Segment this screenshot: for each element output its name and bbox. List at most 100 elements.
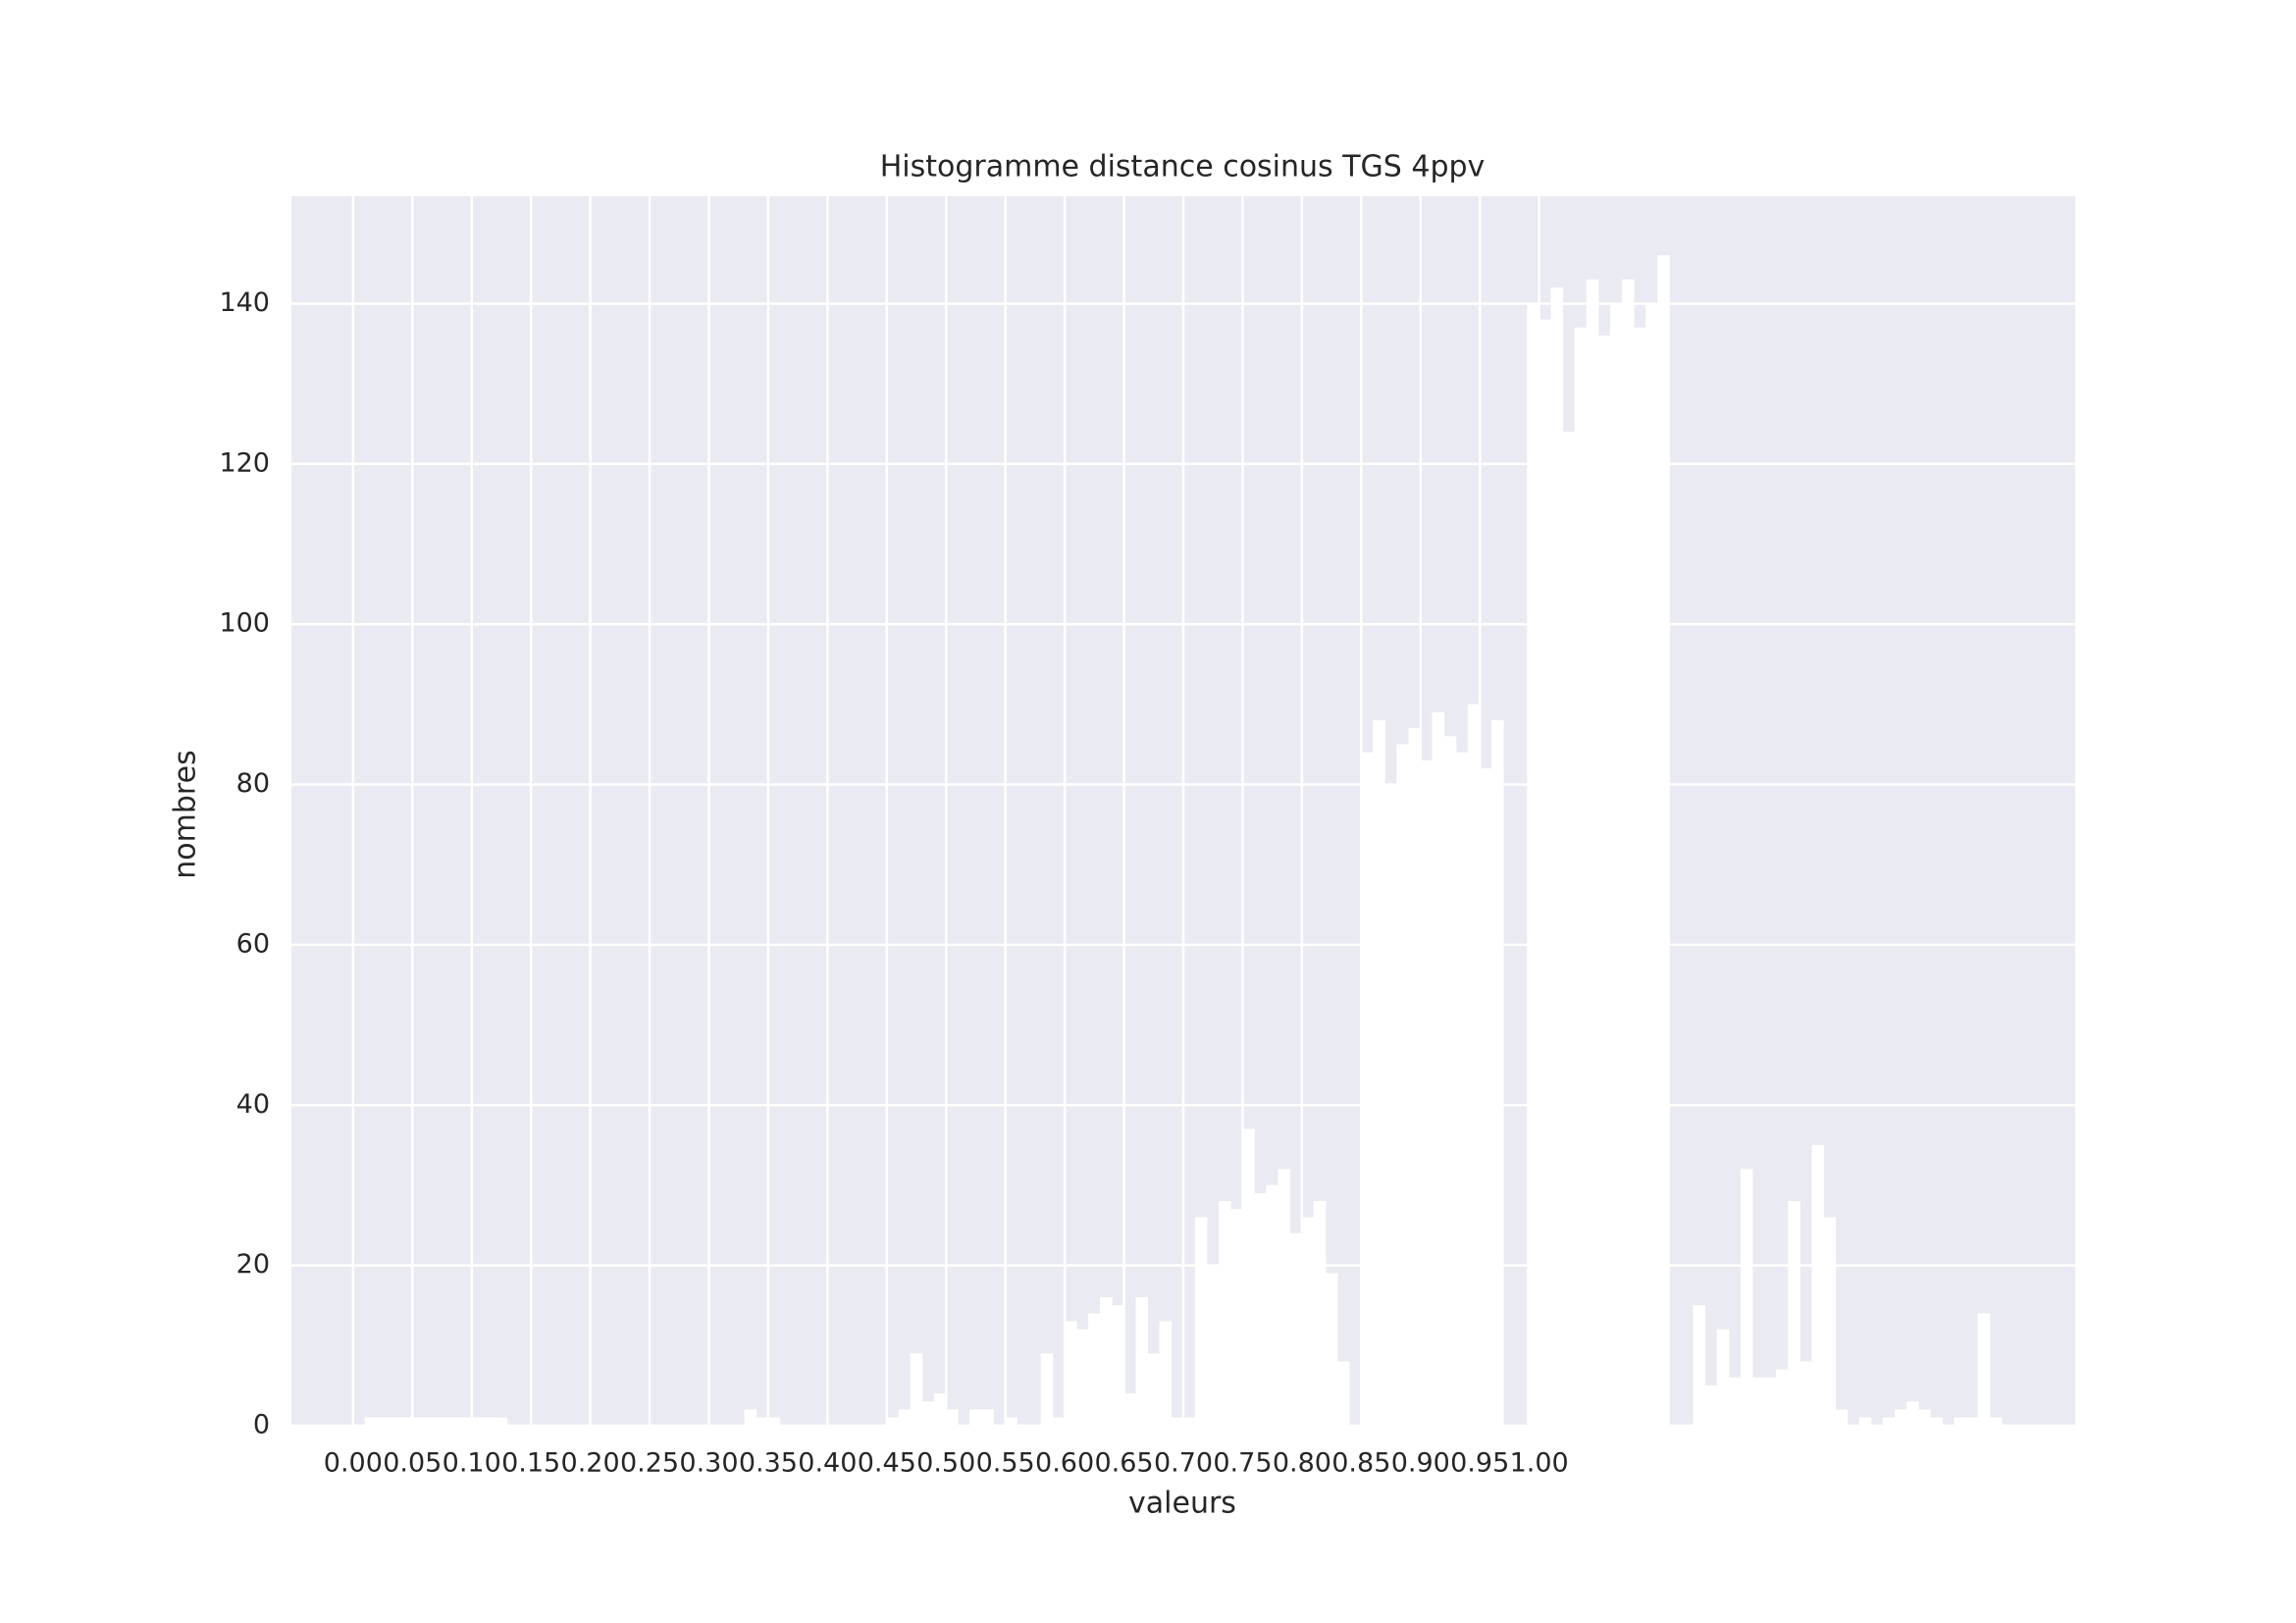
y-tick-label: 120 — [219, 447, 270, 478]
bar — [1467, 704, 1481, 1427]
bar — [471, 1417, 485, 1427]
bar — [1123, 1393, 1136, 1427]
bar — [376, 1417, 390, 1427]
bar — [1135, 1297, 1148, 1427]
x-tick-label: 0.50 — [916, 1448, 975, 1479]
bar — [1539, 319, 1551, 1427]
x-axis-label: valeurs — [1128, 1487, 1236, 1521]
bar — [1586, 279, 1599, 1427]
y-tick-label: 40 — [236, 1089, 270, 1120]
x-tick-label: 0.25 — [620, 1448, 679, 1479]
x-tick-label: 0.05 — [383, 1448, 442, 1479]
bar — [1301, 1217, 1315, 1427]
bar — [1693, 1305, 1706, 1427]
y-tick-label: 20 — [236, 1249, 270, 1280]
x-tick-label: 0.85 — [1331, 1448, 1390, 1479]
bar — [921, 1401, 935, 1427]
bar — [1182, 1417, 1196, 1427]
bar — [1965, 1417, 1979, 1427]
bar — [1645, 303, 1658, 1427]
bar — [364, 1417, 378, 1427]
bar — [459, 1417, 472, 1427]
bar — [756, 1417, 769, 1427]
bar — [1325, 1273, 1338, 1427]
bar — [1704, 1385, 1718, 1427]
bar — [1455, 752, 1469, 1427]
bar — [1751, 1377, 1765, 1427]
x-tick-label: 0.95 — [1450, 1448, 1509, 1479]
bar — [1313, 1201, 1327, 1427]
bar — [1384, 784, 1397, 1427]
bar — [1906, 1401, 1919, 1427]
bar — [1527, 303, 1539, 1427]
x-tick-label: 0.20 — [561, 1448, 620, 1479]
bar — [1361, 752, 1374, 1427]
x-tick-label: 0.90 — [1391, 1448, 1450, 1479]
bar — [1954, 1417, 1967, 1427]
y-tick-label: 80 — [236, 768, 270, 799]
bar — [399, 1417, 413, 1427]
x-tick-label: 0.00 — [324, 1448, 383, 1479]
bar — [1621, 279, 1635, 1427]
bar — [1194, 1217, 1208, 1427]
bar — [1064, 1321, 1077, 1427]
bar — [1254, 1192, 1267, 1427]
bar — [744, 1409, 757, 1427]
bar — [1562, 431, 1576, 1427]
bar — [1206, 1265, 1220, 1427]
bar — [1716, 1329, 1730, 1427]
bar — [1835, 1409, 1849, 1427]
bar — [1811, 1144, 1824, 1427]
bar — [1597, 335, 1611, 1427]
bar — [1491, 719, 1504, 1427]
bar — [412, 1417, 425, 1427]
bar — [1443, 736, 1457, 1427]
bar — [886, 1417, 900, 1427]
x-tick-label: 0.60 — [1035, 1448, 1094, 1479]
bar — [933, 1393, 947, 1427]
bar — [1278, 1169, 1291, 1427]
x-tick-label: 0.65 — [1094, 1448, 1153, 1479]
bar — [910, 1353, 923, 1427]
bar — [1550, 287, 1564, 1427]
x-tick-label: 0.70 — [1154, 1448, 1213, 1479]
bar — [1574, 327, 1588, 1427]
x-tick-label: 0.40 — [798, 1448, 857, 1479]
x-tick-label: 0.30 — [679, 1448, 738, 1479]
bar — [1336, 1361, 1350, 1427]
bar — [1800, 1361, 1812, 1427]
bar — [1634, 327, 1646, 1427]
bar — [424, 1417, 437, 1427]
x-tick-label: 0.75 — [1213, 1448, 1272, 1479]
y-tick-label: 140 — [219, 288, 270, 318]
bar — [1408, 728, 1422, 1427]
chart-title: Histogramme distance cosinus TGS 4ppv — [880, 150, 1486, 184]
bar — [1432, 711, 1445, 1427]
bar — [1289, 1232, 1303, 1427]
x-tick-label: 0.35 — [739, 1448, 798, 1479]
bar — [1479, 767, 1492, 1427]
bar — [1040, 1353, 1054, 1427]
bar — [981, 1409, 994, 1427]
bar — [495, 1417, 508, 1427]
bar — [1112, 1305, 1124, 1427]
bar — [1788, 1201, 1800, 1427]
bar — [1075, 1329, 1089, 1427]
bar — [767, 1417, 781, 1427]
bar — [898, 1409, 912, 1427]
bar — [1171, 1417, 1184, 1427]
bar — [1088, 1313, 1101, 1427]
y-tick-label: 100 — [219, 608, 270, 639]
bar — [1989, 1417, 2003, 1427]
bar — [1100, 1297, 1113, 1427]
bar — [1764, 1377, 1777, 1427]
bar — [1242, 1128, 1255, 1427]
x-tick-label: 0.45 — [858, 1448, 916, 1479]
bar — [1918, 1409, 1931, 1427]
bar — [1882, 1417, 1896, 1427]
x-tick-label: 0.15 — [501, 1448, 560, 1479]
bar — [447, 1417, 460, 1427]
y-axis-label: nombres — [169, 750, 203, 878]
bar — [1230, 1209, 1243, 1427]
